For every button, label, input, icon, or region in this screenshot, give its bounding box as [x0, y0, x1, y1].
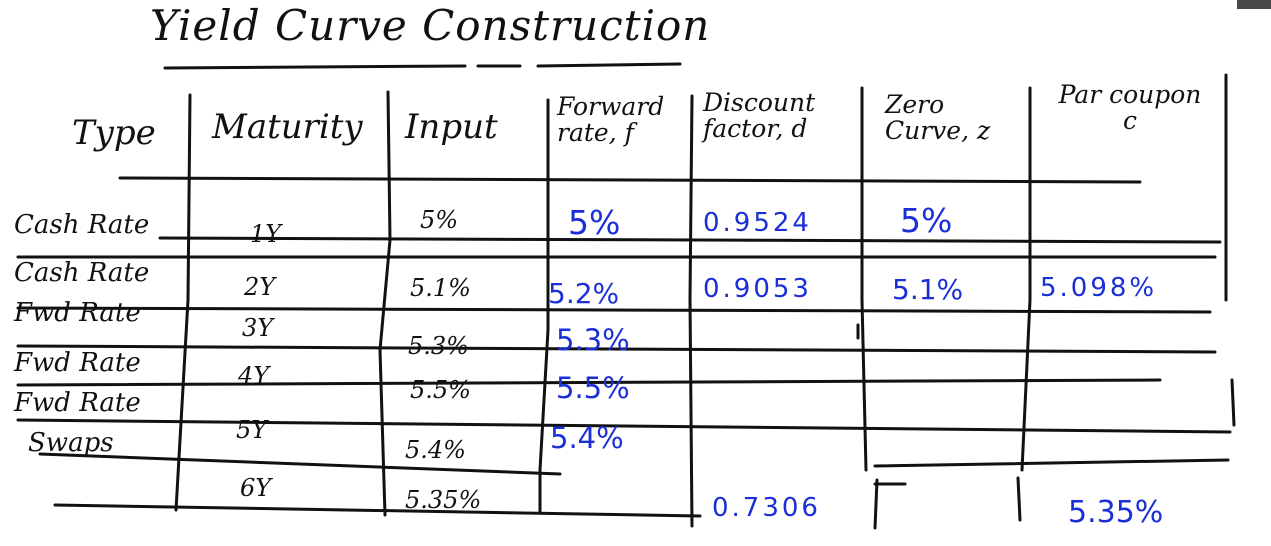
row7-par: 5.35% — [1068, 495, 1164, 530]
row1-input: 5% — [420, 206, 459, 234]
row3-input: 5.3% — [408, 332, 469, 360]
row3-forward: 5.3% — [556, 323, 630, 357]
row5-forward: 5.4% — [550, 421, 624, 455]
row1-discount: 0.9524 — [703, 208, 812, 238]
row2-maturity: 2Y — [244, 273, 276, 301]
row3-maturity: 3Y — [242, 314, 274, 342]
row1-type: Cash Rate — [14, 210, 150, 240]
row4-maturity: 4Y — [238, 362, 270, 390]
header-zero-curve: Zero Curve, z — [885, 90, 991, 146]
header-forward-rate: Forward rate, f — [557, 92, 665, 148]
row4-input: 5.5% — [410, 376, 471, 404]
row6-type: Swaps — [28, 428, 114, 458]
row1-maturity: 1Y — [250, 220, 282, 248]
row5-maturity: 5Y — [236, 416, 268, 444]
row2-discount: 0.9053 — [703, 274, 812, 304]
row5-type: Fwd Rate — [14, 388, 141, 418]
header-maturity: Maturity — [212, 107, 363, 147]
row2-type: Cash Rate — [14, 258, 150, 288]
header-type: Type — [72, 113, 156, 153]
row5-input: 5.4% — [405, 436, 466, 464]
header-par-coupon: Par coupon c — [1058, 80, 1202, 136]
row3-type: Fwd Rate — [14, 298, 141, 328]
row2-forward: 5.2% — [548, 277, 620, 310]
row2-input: 5.1% — [410, 274, 471, 302]
row1-zero: 5% — [900, 201, 953, 240]
row7-maturity: 6Y — [240, 474, 272, 502]
row2-par: 5.098% — [1040, 273, 1158, 303]
corner-tab — [1237, 0, 1271, 9]
row2-zero: 5.1% — [892, 273, 964, 306]
row1-forward: 5% — [568, 203, 621, 242]
header-discount-factor: Discount factor, d — [703, 88, 816, 144]
page-title: Yield Curve Construction — [150, 1, 711, 50]
row7-input: 5.35% — [405, 486, 482, 514]
row4-type: Fwd Rate — [14, 348, 141, 378]
row4-forward: 5.5% — [556, 371, 630, 405]
header-input: Input — [405, 107, 498, 147]
row7-discount: 0.7306 — [712, 493, 821, 523]
